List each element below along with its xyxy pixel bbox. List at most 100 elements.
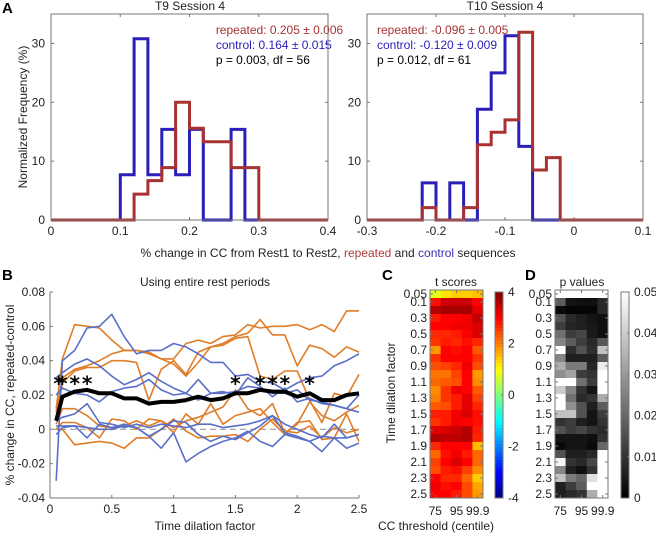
colorbar-segment [495, 449, 503, 454]
colorbar-segment [495, 398, 503, 402]
y-tick-label: 0.1 [410, 295, 427, 309]
heatmap-cell [555, 290, 567, 299]
heatmap-cell [597, 418, 609, 427]
colorbar-segment [621, 295, 629, 299]
heatmap-cell [472, 290, 484, 299]
colorbar-segment [621, 488, 629, 493]
heatmap-cell [597, 394, 609, 403]
heatmap-cell [597, 314, 609, 323]
heatmap-cell [451, 458, 463, 467]
heatmap-cell [576, 338, 588, 347]
heatmap-cell [555, 330, 567, 339]
heatmap-cell [440, 490, 452, 499]
heatmap-cell [472, 458, 484, 467]
heatmap-cell [586, 370, 598, 379]
colorbar-segment [621, 330, 629, 335]
heatmap-cell [440, 362, 452, 371]
y-tick-label: -0.04 [18, 491, 46, 505]
colorbar-segment [495, 472, 503, 476]
heatmap-cell [461, 434, 473, 443]
stats-annotation: p = 0.003, df = 56 [216, 53, 310, 67]
heatmap-cell [430, 426, 442, 435]
heatmap-cell [586, 386, 598, 395]
heatmap-cell [472, 482, 484, 491]
line-session-blue-1 [55, 313, 360, 481]
heatmap-cell [565, 330, 577, 339]
chart-title: T10 Session 4 [467, 0, 544, 13]
colorbar-segment [495, 359, 503, 364]
heatmap-cell [586, 410, 598, 419]
colorbar-tick-label: 0.03 [634, 367, 656, 381]
colorbar-segment [495, 385, 503, 390]
heatmap-cell [597, 482, 609, 491]
colorbar-segment [495, 414, 503, 419]
heatmap-cell [597, 346, 609, 355]
colorbar-segment [621, 317, 629, 322]
heatmap-cell [440, 442, 452, 451]
colorbar-segment [495, 346, 503, 351]
heatmap-cell [576, 298, 588, 307]
colorbar-segment [621, 398, 629, 402]
heatmap-cell [586, 442, 598, 451]
heatmap-cell [565, 362, 577, 371]
heatmap-cell [440, 346, 452, 355]
heatmap-cell [440, 466, 452, 475]
colorbar-segment [621, 382, 629, 386]
x-tick-label: 0.3 [250, 224, 267, 238]
heatmap-cell [461, 394, 473, 403]
colorbar-segment [495, 382, 503, 386]
heatmap-cell [576, 482, 588, 491]
y-tick-label: 0 [38, 213, 45, 227]
colorbar-segment [621, 485, 629, 489]
heatmap-cell [576, 426, 588, 435]
colorbar-segment [495, 446, 503, 451]
heatmap-cell [461, 370, 473, 379]
colorbar-segment [621, 456, 629, 460]
histogram-repeated [51, 100, 328, 222]
y-tick-label: 0.5 [535, 327, 552, 341]
line-mean [54, 387, 360, 422]
heatmap-cell [586, 346, 598, 355]
colorbar-segment [495, 327, 503, 332]
heatmap-cell [576, 466, 588, 475]
colorbar-segment [495, 420, 503, 425]
heatmap-cell [597, 362, 609, 371]
colorbar-segment [621, 436, 629, 441]
heatmap-cell [451, 490, 463, 499]
colorbar-segment [495, 340, 503, 344]
colorbar-segment [621, 491, 629, 496]
colorbar-segment [495, 465, 503, 470]
heatmap-cell [565, 314, 577, 323]
colorbar-segment [621, 475, 629, 480]
heatmap-cell [555, 418, 567, 427]
heatmap-cell [565, 346, 577, 355]
heatmap-cell [586, 458, 598, 467]
line-session-blue-6 [56, 414, 360, 443]
chart-title: T9 Session 4 [155, 0, 225, 13]
y-tick-label: 0.04 [22, 354, 46, 368]
heatmap-cell [555, 442, 567, 451]
heatmap-cell [597, 330, 609, 339]
stats-annotation: p = 0.012, df = 61 [377, 53, 471, 67]
heatmap-cell [597, 290, 609, 299]
heatmap-cell [430, 442, 442, 451]
colorbar-segment [621, 349, 629, 354]
heatmap-cell [472, 338, 484, 347]
colorbar-segment [621, 320, 629, 325]
heatmap-cell [597, 378, 609, 387]
heatmap-cell [451, 306, 463, 315]
heatmap-cell [597, 474, 609, 483]
heatmap-cell [461, 450, 473, 459]
y-tick-label: 1.7 [410, 423, 427, 437]
heatmap-cell [472, 434, 484, 443]
colorbar-segment [621, 337, 629, 341]
y-tick-label: 1.9 [535, 439, 552, 453]
significance-marker: * [280, 371, 291, 395]
heatmap-cell [440, 330, 452, 339]
heatmap-cell [565, 442, 577, 451]
heatmap-cell [440, 450, 452, 459]
heatmap-cell [576, 458, 588, 467]
colorbar-segment [621, 298, 629, 303]
chart-title: Using entire rest periods [140, 275, 270, 289]
